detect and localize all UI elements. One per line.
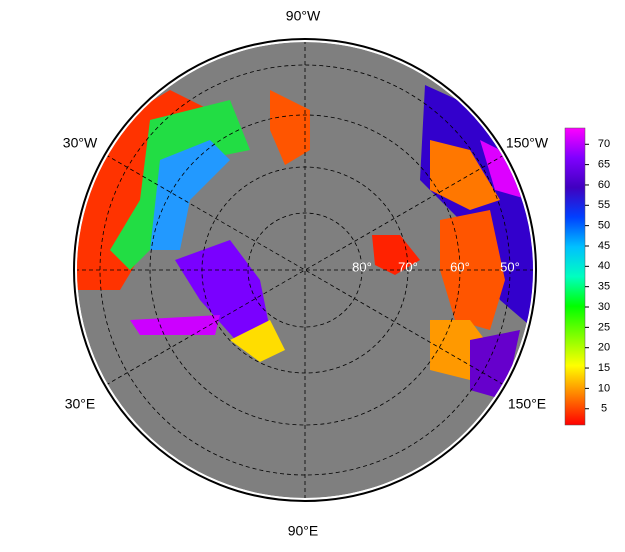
colorbar-ramp [564,127,586,426]
field-patch [175,240,270,345]
colorbar-tick-label: 45 [598,240,610,252]
colorbar-tick-label: 70 [598,138,610,150]
field-patch [270,90,310,165]
colorbar-tick-label: 20 [598,342,610,354]
map-body [77,42,533,498]
lat-label: 70° [398,259,418,274]
field-patch [230,320,285,362]
map-border [73,38,537,502]
colorbar-tick-label: 10 [598,382,610,394]
colorbar-tick-label: 55 [598,199,610,211]
field-patch [130,315,220,335]
colorbar-tick-label: 15 [598,362,610,374]
colorbar: 5 10 15 20 25 30 35 40 45 50 55 60 65 70 [564,127,610,426]
field-patch [150,140,230,250]
lat-label: 60° [450,259,470,274]
lon-label: 30°W [63,135,98,151]
lon-label: 30°E [65,396,96,412]
colorbar-tick-label: 5 [601,403,607,415]
lon-label: 150°W [506,135,549,151]
field-patch [440,210,505,330]
lat-label: 80° [352,259,372,274]
graticule [77,42,533,498]
lat-label: 50° [500,259,520,274]
colorbar-tick-label: 30 [598,301,610,313]
colorbar-tick-label: 50 [598,220,610,232]
colorbar-tick-label: 60 [598,179,610,191]
colorbar-tick-label: 40 [598,260,610,272]
colorbar-tick-label: 65 [598,159,610,171]
field-patch [470,330,520,400]
lon-label: 150°E [508,396,546,412]
colorbar-tick-label: 35 [598,281,610,293]
field-patch [430,140,500,210]
lon-label: 90°W [286,8,321,24]
field-patch [372,235,420,275]
colorbar-tick-label: 25 [598,321,610,333]
lon-label: 90°E [288,523,319,539]
